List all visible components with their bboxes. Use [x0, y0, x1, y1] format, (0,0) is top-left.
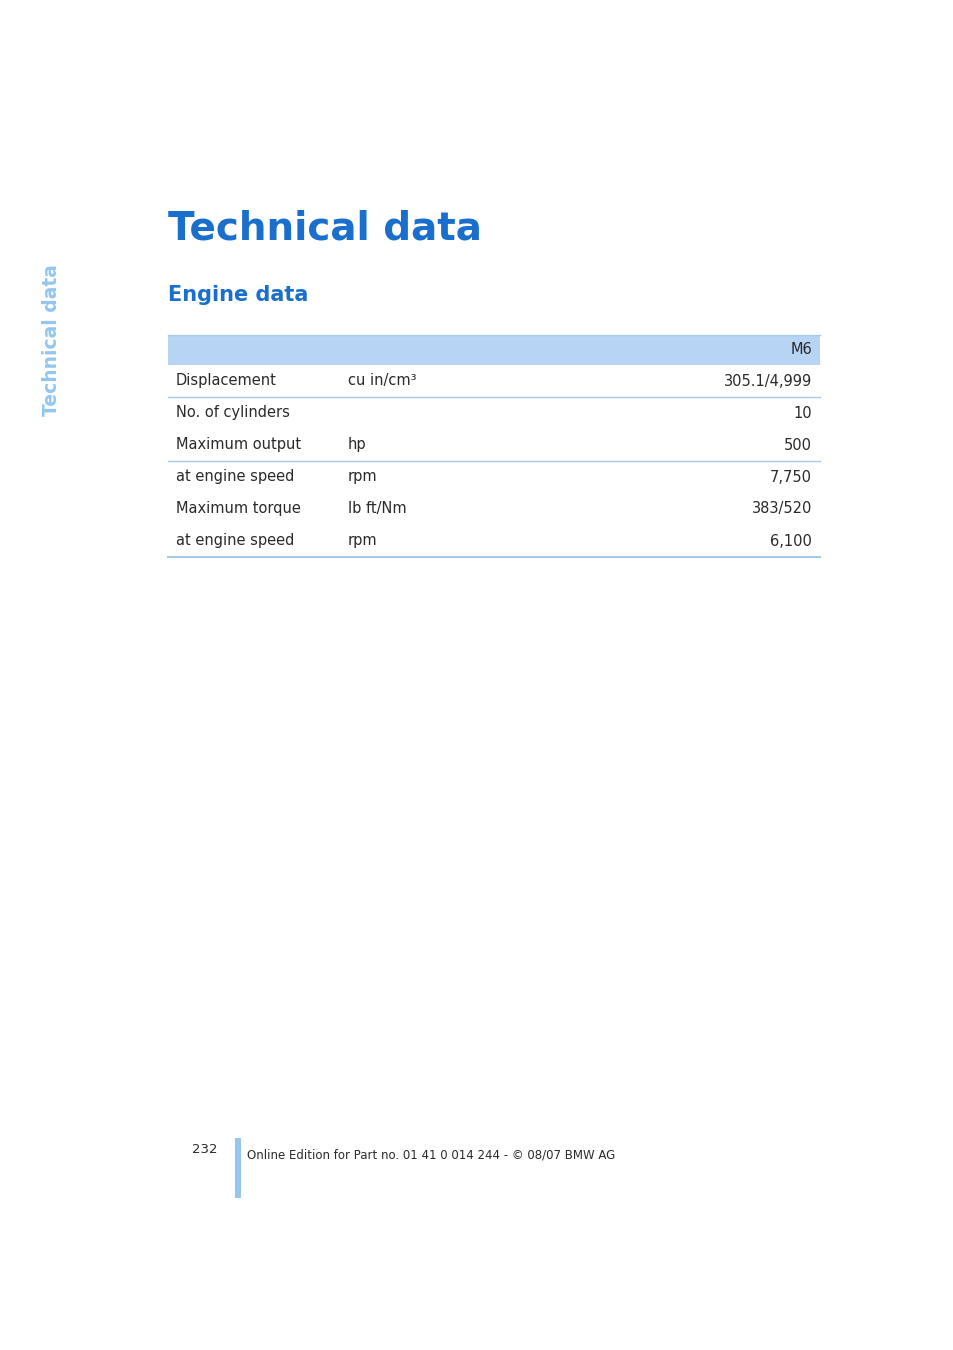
Text: Maximum torque: Maximum torque [175, 501, 300, 517]
Text: No. of cylinders: No. of cylinders [175, 405, 290, 420]
Text: at engine speed: at engine speed [175, 470, 294, 485]
Text: 7,750: 7,750 [769, 470, 811, 485]
Text: rpm: rpm [348, 470, 377, 485]
Text: at engine speed: at engine speed [175, 533, 294, 548]
Text: 305.1/4,999: 305.1/4,999 [723, 374, 811, 389]
Text: cu in/cm³: cu in/cm³ [348, 374, 416, 389]
Text: rpm: rpm [348, 533, 377, 548]
Text: Technical data: Technical data [43, 265, 61, 416]
Text: 383/520: 383/520 [751, 501, 811, 517]
Text: lb ft/Nm: lb ft/Nm [348, 501, 406, 517]
Text: Displacement: Displacement [175, 374, 276, 389]
Text: 10: 10 [793, 405, 811, 420]
Text: Online Edition for Part no. 01 41 0 014 244 - © 08/07 BMW AG: Online Edition for Part no. 01 41 0 014 … [247, 1148, 615, 1161]
Text: hp: hp [348, 437, 366, 452]
Text: Maximum output: Maximum output [175, 437, 301, 452]
Text: 500: 500 [783, 437, 811, 452]
Text: 6,100: 6,100 [769, 533, 811, 548]
Bar [234, 1138, 241, 1197]
Text: Technical data: Technical data [168, 211, 481, 248]
Text: M6: M6 [789, 343, 811, 358]
Text: 232: 232 [193, 1143, 218, 1156]
Bar [168, 335, 820, 365]
Text: Engine data: Engine data [168, 285, 308, 305]
